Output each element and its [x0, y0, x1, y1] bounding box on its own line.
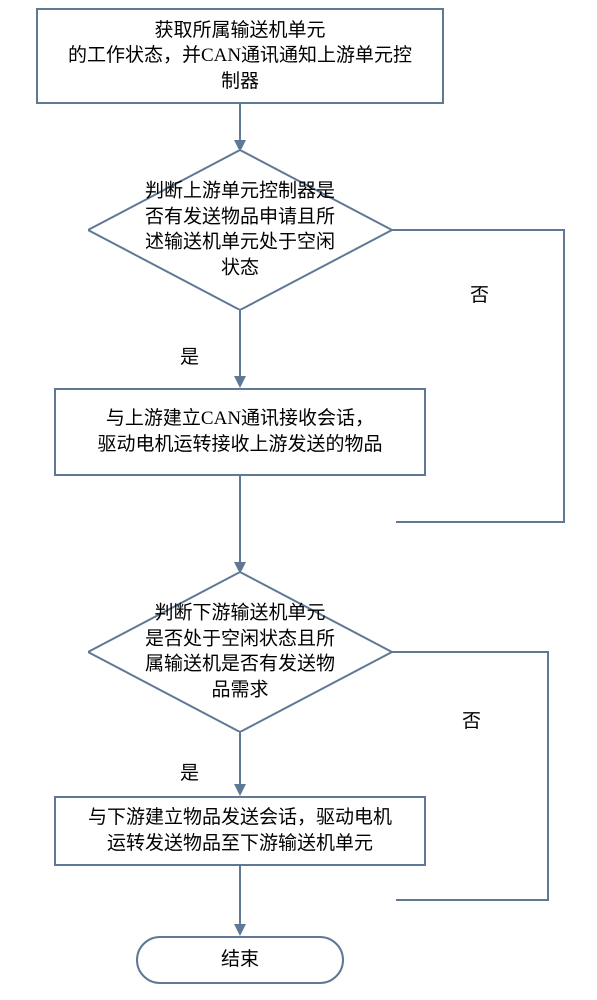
yes-label-2: 是: [180, 758, 199, 785]
decision-2-text: 判断下游输送机单元 是否处于空闲状态且所 属输送机是否有发送物 品需求: [145, 603, 335, 701]
decision-1: 判断上游单元控制器是 否有发送物品申请且所 述输送机单元处于空闲 状态: [88, 150, 392, 310]
process-box-3: 与下游建立物品发送会话，驱动电机 运转发送物品至下游输送机单元: [54, 796, 426, 866]
process-box-3-text: 与下游建立物品发送会话，驱动电机 运转发送物品至下游输送机单元: [88, 805, 392, 856]
end-text: 结束: [221, 947, 259, 973]
process-box-1-text: 获取所属输送机单元 的工作状态，并CAN通讯通知上游单元控 制器: [68, 18, 412, 95]
arrow-5: [234, 866, 246, 936]
process-box-2: 与上游建立CAN通讯接收会话， 驱动电机运转接收上游发送的物品: [54, 388, 426, 476]
process-box-2-text: 与上游建立CAN通讯接收会话， 驱动电机运转接收上游发送的物品: [97, 406, 382, 457]
arrow-2: [234, 310, 246, 388]
decision-1-text: 判断上游单元控制器是 否有发送物品申请且所 述输送机单元处于空闲 状态: [145, 181, 335, 279]
decision-2: 判断下游输送机单元 是否处于空闲状态且所 属输送机是否有发送物 品需求: [88, 572, 392, 732]
process-box-1: 获取所属输送机单元 的工作状态，并CAN通讯通知上游单元控 制器: [36, 8, 444, 104]
arrow-1: [234, 104, 246, 152]
end-terminator: 结束: [136, 936, 344, 984]
arrow-4: [234, 732, 246, 796]
arrow-3: [234, 476, 246, 574]
no-line-1: [392, 228, 588, 526]
yes-label-1: 是: [180, 342, 199, 369]
